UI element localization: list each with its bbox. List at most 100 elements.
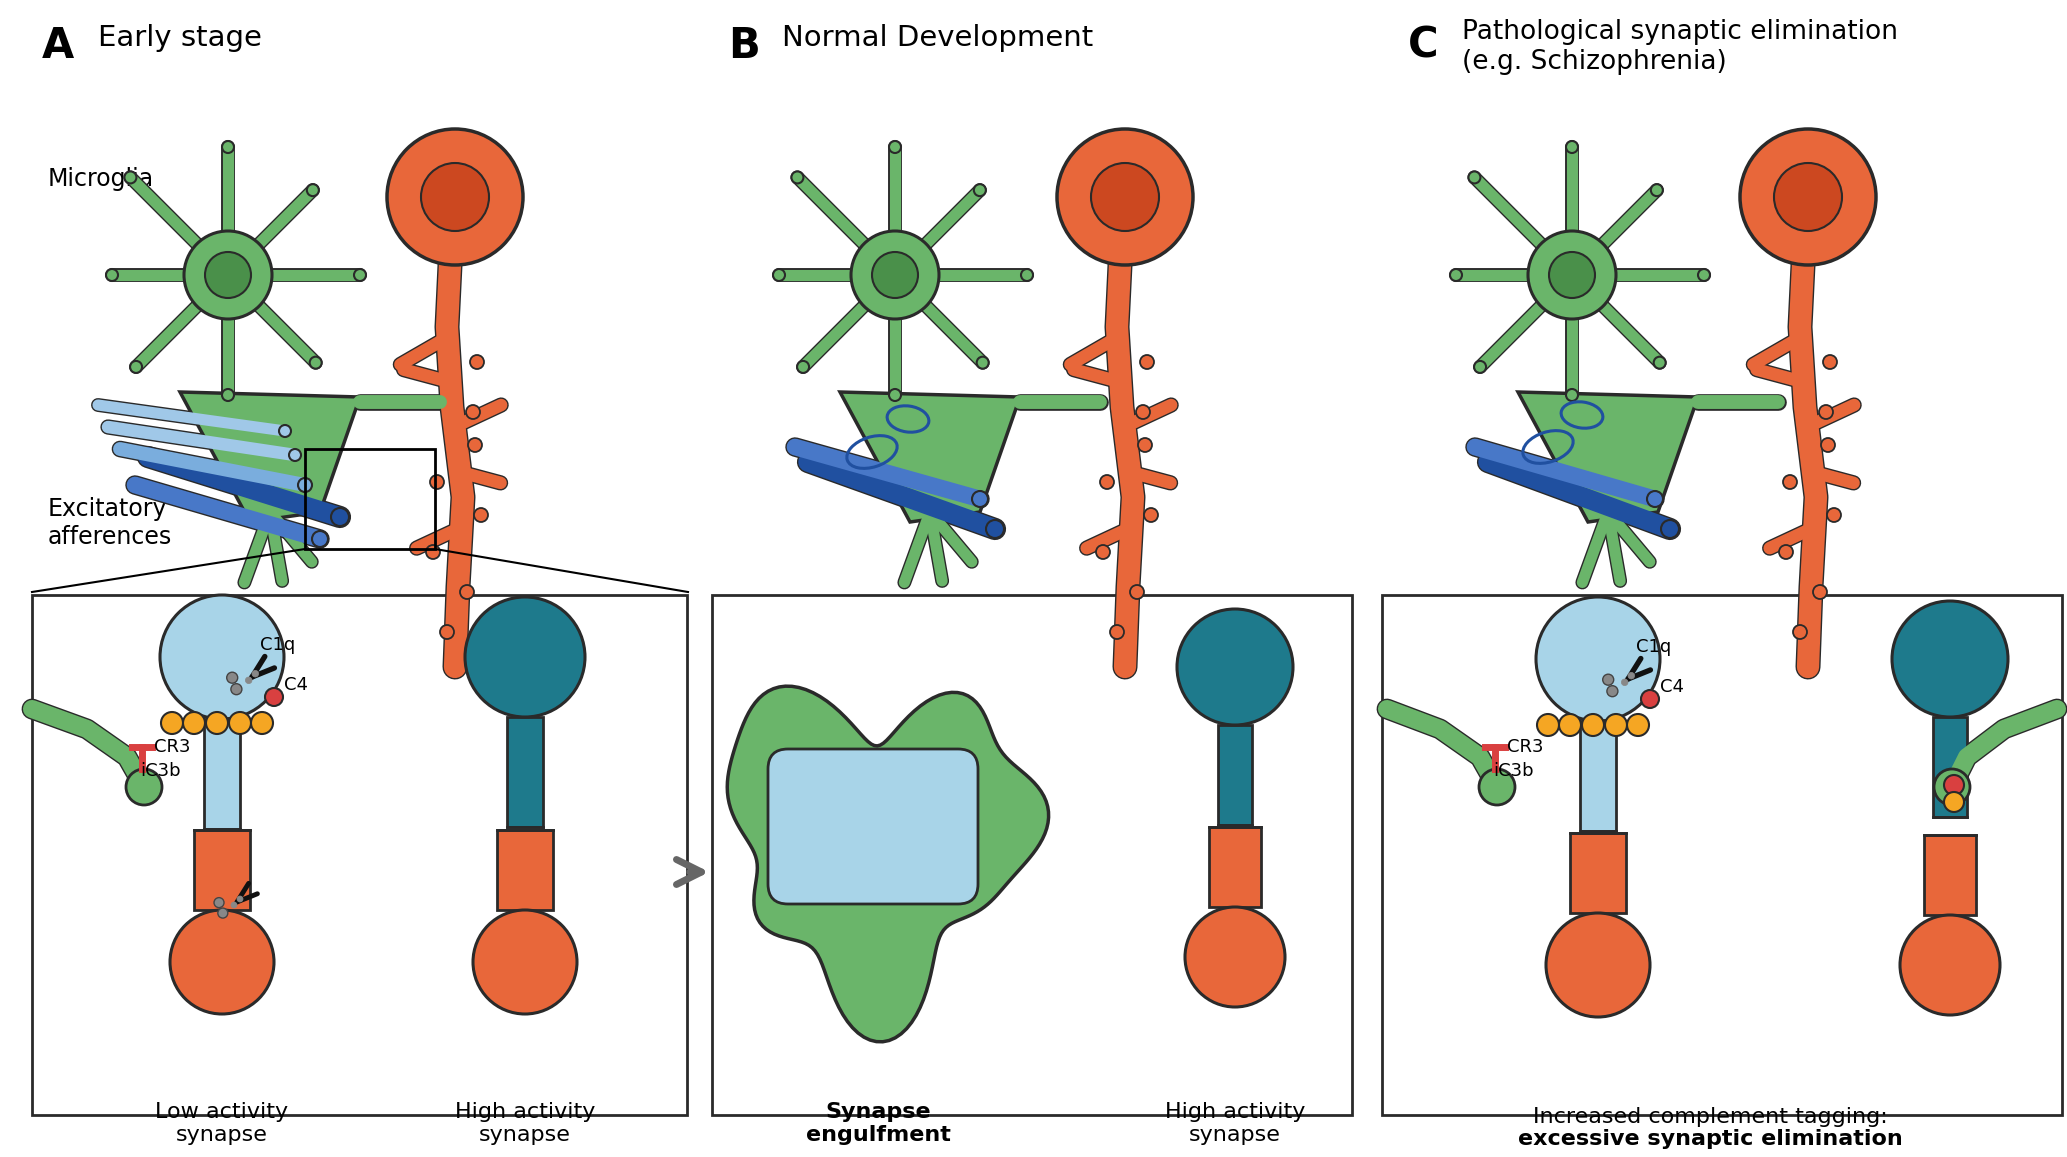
- Circle shape: [252, 670, 258, 677]
- Text: A: A: [41, 25, 74, 67]
- Circle shape: [773, 268, 785, 281]
- Circle shape: [312, 531, 329, 547]
- Circle shape: [1780, 545, 1792, 559]
- Circle shape: [184, 712, 205, 734]
- Circle shape: [1096, 545, 1110, 559]
- Polygon shape: [1924, 835, 1976, 915]
- Circle shape: [473, 911, 577, 1014]
- Circle shape: [430, 476, 444, 489]
- Circle shape: [1662, 519, 1678, 538]
- Circle shape: [227, 672, 238, 683]
- Circle shape: [1823, 355, 1838, 369]
- Circle shape: [1559, 714, 1581, 736]
- Circle shape: [1581, 714, 1604, 736]
- Circle shape: [246, 677, 252, 684]
- Circle shape: [1139, 439, 1151, 452]
- Circle shape: [889, 141, 901, 153]
- Polygon shape: [1209, 827, 1261, 907]
- Circle shape: [184, 231, 273, 319]
- Circle shape: [986, 519, 1005, 538]
- Circle shape: [289, 449, 302, 460]
- Circle shape: [974, 184, 986, 197]
- Circle shape: [426, 545, 440, 559]
- Text: High activity
synapse: High activity synapse: [455, 1101, 595, 1145]
- Circle shape: [387, 128, 523, 265]
- Circle shape: [971, 491, 988, 507]
- Circle shape: [1468, 171, 1480, 184]
- Circle shape: [310, 356, 322, 369]
- Text: excessive synaptic elimination: excessive synaptic elimination: [1517, 1129, 1902, 1149]
- Text: Increased complement tagging:: Increased complement tagging:: [1532, 1107, 1887, 1127]
- Text: iC3b: iC3b: [1492, 762, 1534, 780]
- Text: CR3: CR3: [155, 738, 190, 756]
- FancyBboxPatch shape: [769, 749, 978, 904]
- Circle shape: [279, 425, 291, 437]
- Text: Pathological synaptic elimination
(e.g. Schizophrenia): Pathological synaptic elimination (e.g. …: [1461, 19, 1898, 75]
- Circle shape: [1131, 585, 1143, 599]
- Circle shape: [473, 508, 488, 522]
- Text: iC3b: iC3b: [141, 762, 180, 780]
- Circle shape: [1184, 907, 1286, 1007]
- Circle shape: [1091, 163, 1160, 231]
- Circle shape: [1449, 268, 1461, 281]
- Polygon shape: [1933, 717, 1968, 817]
- Circle shape: [1943, 775, 1964, 795]
- Text: Early stage: Early stage: [97, 24, 263, 52]
- Circle shape: [1604, 714, 1627, 736]
- Circle shape: [221, 389, 234, 401]
- Circle shape: [1827, 508, 1842, 522]
- Circle shape: [1821, 439, 1835, 452]
- Circle shape: [852, 231, 938, 319]
- Polygon shape: [839, 392, 1019, 522]
- Circle shape: [1602, 675, 1614, 685]
- Circle shape: [169, 911, 275, 1014]
- Circle shape: [1792, 625, 1807, 639]
- Circle shape: [1654, 356, 1666, 369]
- Circle shape: [1773, 163, 1842, 231]
- Circle shape: [1900, 915, 2001, 1015]
- Circle shape: [872, 252, 918, 299]
- Circle shape: [792, 171, 804, 184]
- Circle shape: [1021, 268, 1034, 281]
- Polygon shape: [205, 718, 240, 830]
- Circle shape: [126, 769, 161, 805]
- Circle shape: [1647, 491, 1664, 507]
- FancyBboxPatch shape: [711, 595, 1352, 1115]
- Circle shape: [105, 268, 118, 281]
- Circle shape: [238, 896, 244, 902]
- Circle shape: [250, 712, 273, 734]
- Text: C1q: C1q: [260, 636, 296, 654]
- Circle shape: [1740, 128, 1877, 265]
- Polygon shape: [1217, 725, 1253, 825]
- Circle shape: [467, 439, 482, 452]
- Circle shape: [1538, 714, 1559, 736]
- Circle shape: [306, 184, 318, 197]
- Circle shape: [798, 361, 808, 373]
- Circle shape: [205, 252, 250, 299]
- Circle shape: [1813, 585, 1827, 599]
- Text: B: B: [728, 25, 761, 67]
- Bar: [306, 449, 434, 550]
- Circle shape: [229, 712, 250, 734]
- Circle shape: [1891, 600, 2007, 717]
- Circle shape: [1100, 476, 1114, 489]
- Circle shape: [1548, 252, 1596, 299]
- Circle shape: [422, 163, 490, 231]
- Circle shape: [221, 141, 234, 153]
- Circle shape: [124, 171, 136, 184]
- Circle shape: [1536, 597, 1660, 721]
- Circle shape: [1141, 355, 1153, 369]
- Text: C: C: [1408, 25, 1439, 67]
- Text: High activity
synapse: High activity synapse: [1166, 1101, 1304, 1145]
- Circle shape: [469, 355, 484, 369]
- Polygon shape: [506, 717, 544, 827]
- Circle shape: [1143, 508, 1158, 522]
- Circle shape: [1943, 793, 1964, 812]
- Circle shape: [1627, 714, 1649, 736]
- Circle shape: [1629, 672, 1635, 679]
- Circle shape: [1697, 268, 1709, 281]
- Circle shape: [232, 902, 238, 908]
- Circle shape: [353, 268, 366, 281]
- Circle shape: [232, 684, 242, 694]
- Text: Microglia: Microglia: [48, 167, 155, 191]
